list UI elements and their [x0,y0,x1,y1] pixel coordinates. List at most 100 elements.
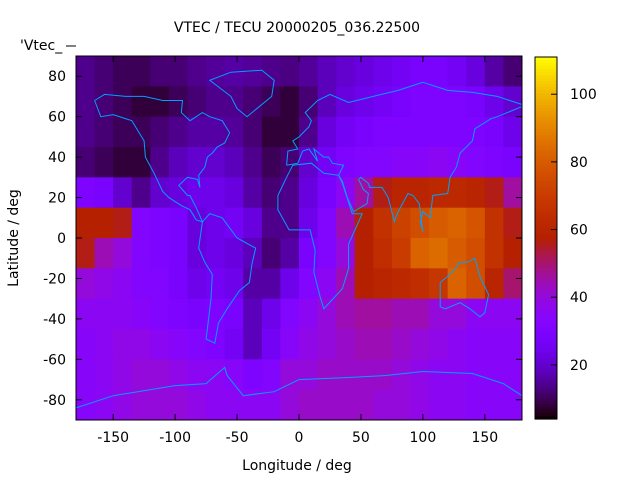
heatmap-cell [317,359,337,391]
heatmap-cell [243,238,263,269]
x-tick-label: 0 [295,430,304,446]
heatmap-cell [447,359,467,391]
heatmap-cell [354,207,374,239]
heatmap-cell [113,268,133,300]
heatmap-cell [224,389,244,421]
heatmap-cell [76,298,96,330]
colorbar-segment [535,102,557,106]
heatmap-cell [131,329,151,360]
heatmap-cell [354,147,374,178]
colorbar-tick-label: 40 [570,290,588,306]
colorbar-segment [535,174,557,179]
colorbar-segment [535,388,557,393]
heatmap-cell [466,207,486,239]
heatmap-cell [391,207,411,239]
x-tick-label: -50 [226,430,249,446]
colorbar-segment [535,138,557,143]
heatmap-cell [261,238,281,269]
heatmap-cell [94,298,114,330]
colorbar-tick-label: 20 [570,358,588,374]
heatmap-cell [429,268,449,300]
heatmap-cell [280,207,300,239]
colorbar-segment [535,129,557,134]
coastlines [75,69,523,409]
colorbar-segment [535,307,557,311]
heatmap-cell [503,177,523,209]
colorbar-segment [535,78,557,82]
colorbar-segment [535,162,557,167]
heatmap-cell [447,207,467,239]
heatmap-cell [150,238,170,269]
colorbar-segment [535,231,557,236]
heatmap-cell [354,86,374,118]
heatmap-cell [429,177,449,209]
heatmap-cell [187,359,207,391]
colorbar-segment [535,238,557,242]
heatmap-cell [150,207,170,239]
x-tick-label: 50 [352,430,370,446]
heatmap-cell [76,359,96,391]
heatmap-cell [261,56,281,87]
colorbar-segment [535,159,557,164]
heatmap-cell [484,207,504,239]
heatmap-cell [299,207,319,239]
colorbar-segment [535,346,557,351]
heatmap-cell [206,147,226,178]
heatmap-cell [429,298,449,330]
colorbar-segment [535,376,557,381]
heatmap-cell [336,298,356,330]
heatmap-cell [373,238,393,269]
colorbar-segment [535,222,557,227]
chart-title: VTEC / TECU 20000205_036.22500 [174,20,420,36]
heatmap-cell [113,56,133,87]
colorbar-segment [535,316,557,321]
colorbar-segment [535,280,557,284]
heatmap-cell [261,207,281,239]
colorbar-segment [535,96,557,100]
heatmap-cell [484,147,504,178]
heatmap-cell [336,238,356,269]
heatmap-cell [150,116,170,148]
heatmap-cell [391,147,411,178]
heatmap-cell [373,177,393,209]
colorbar-segment [535,156,557,161]
colorbar-segment [535,382,557,387]
heatmap-cell [206,86,226,118]
heatmap-cell [466,86,486,118]
heatmap-cell [187,116,207,148]
y-axis-label: Latitude / deg [6,189,22,287]
colorbar-segment [535,361,557,366]
heatmap-cell [354,238,374,269]
x-tick-label: 100 [410,430,437,446]
heatmap-cell [410,56,430,87]
colorbar-segment [535,334,557,339]
heatmap-cell [484,56,504,87]
colorbar-tick-label: 100 [570,87,597,103]
heatmap-cell [410,298,430,330]
heatmap-cell [150,86,170,118]
colorbar-segment [535,322,557,327]
heatmap-cell [131,207,151,239]
colorbar-segment [535,117,557,121]
colorbar-segment [535,412,557,417]
colorbar-segment [535,141,557,146]
heatmap-cell [429,389,449,421]
colorbar-segment [535,370,557,375]
colorbar-segment [535,180,557,185]
heatmap-cells [76,56,523,421]
colorbar-segment [535,409,557,414]
heatmap-cell [354,298,374,330]
heatmap-cell [484,298,504,330]
heatmap-cell [94,238,114,269]
heatmap-cell [94,116,114,148]
colorbar-segment [535,373,557,378]
heatmap-cell [466,389,486,421]
heatmap-cell [261,116,281,148]
heatmap-cell [354,329,374,360]
heatmap-cell [224,86,244,118]
heatmap-cell [336,116,356,148]
colorbar-segment [535,244,557,248]
heatmap-cell [168,359,188,391]
x-tick-label: -100 [159,430,191,446]
heatmap-cell [187,268,207,300]
